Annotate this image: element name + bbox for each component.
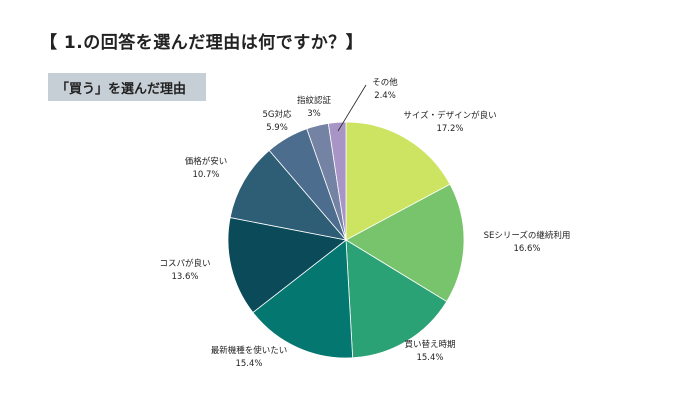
page-title: 【 1.の回答を選んだ理由は何ですか？】: [40, 33, 364, 53]
slice-value-label: 2.4%: [374, 91, 396, 101]
slice-label: 価格が安い: [185, 156, 228, 167]
chart-subtitle-box: 「買う」を選んだ理由: [48, 73, 206, 101]
chart-subtitle: 「買う」を選んだ理由: [56, 82, 187, 97]
slice-label: 5G対応: [263, 109, 292, 120]
slice-value-label: 17.2%: [436, 124, 463, 134]
slice-label: SEシリーズの継続利用: [484, 230, 571, 241]
slice-label: コスパが良い: [159, 258, 210, 269]
slice-value-label: 10.7%: [192, 170, 219, 180]
pie-slice: [227, 217, 347, 314]
leader-line: [337, 84, 367, 132]
slice-label: 最新機種を使いたい: [211, 345, 288, 356]
slice-value-label: 15.4%: [235, 359, 262, 369]
pie-slice: [327, 121, 347, 241]
pie-slice: [252, 239, 354, 359]
pie-slice: [345, 183, 465, 303]
pie-slice: [345, 121, 451, 241]
slice-label: 指紋認証: [297, 95, 332, 106]
pie-slice: [345, 239, 448, 359]
slice-value-label: 15.4%: [416, 353, 443, 363]
slice-label: その他: [372, 77, 398, 88]
slice-label: サイズ・デザインが良い: [403, 110, 496, 121]
slice-label: 買い替え時期: [404, 339, 455, 350]
slice-value-label: 3%: [307, 109, 321, 119]
slice-value-label: 5.9%: [266, 123, 288, 133]
slice-value-label: 13.6%: [171, 272, 198, 282]
pie-slice: [229, 149, 348, 241]
slice-value-label: 16.6%: [513, 244, 540, 254]
